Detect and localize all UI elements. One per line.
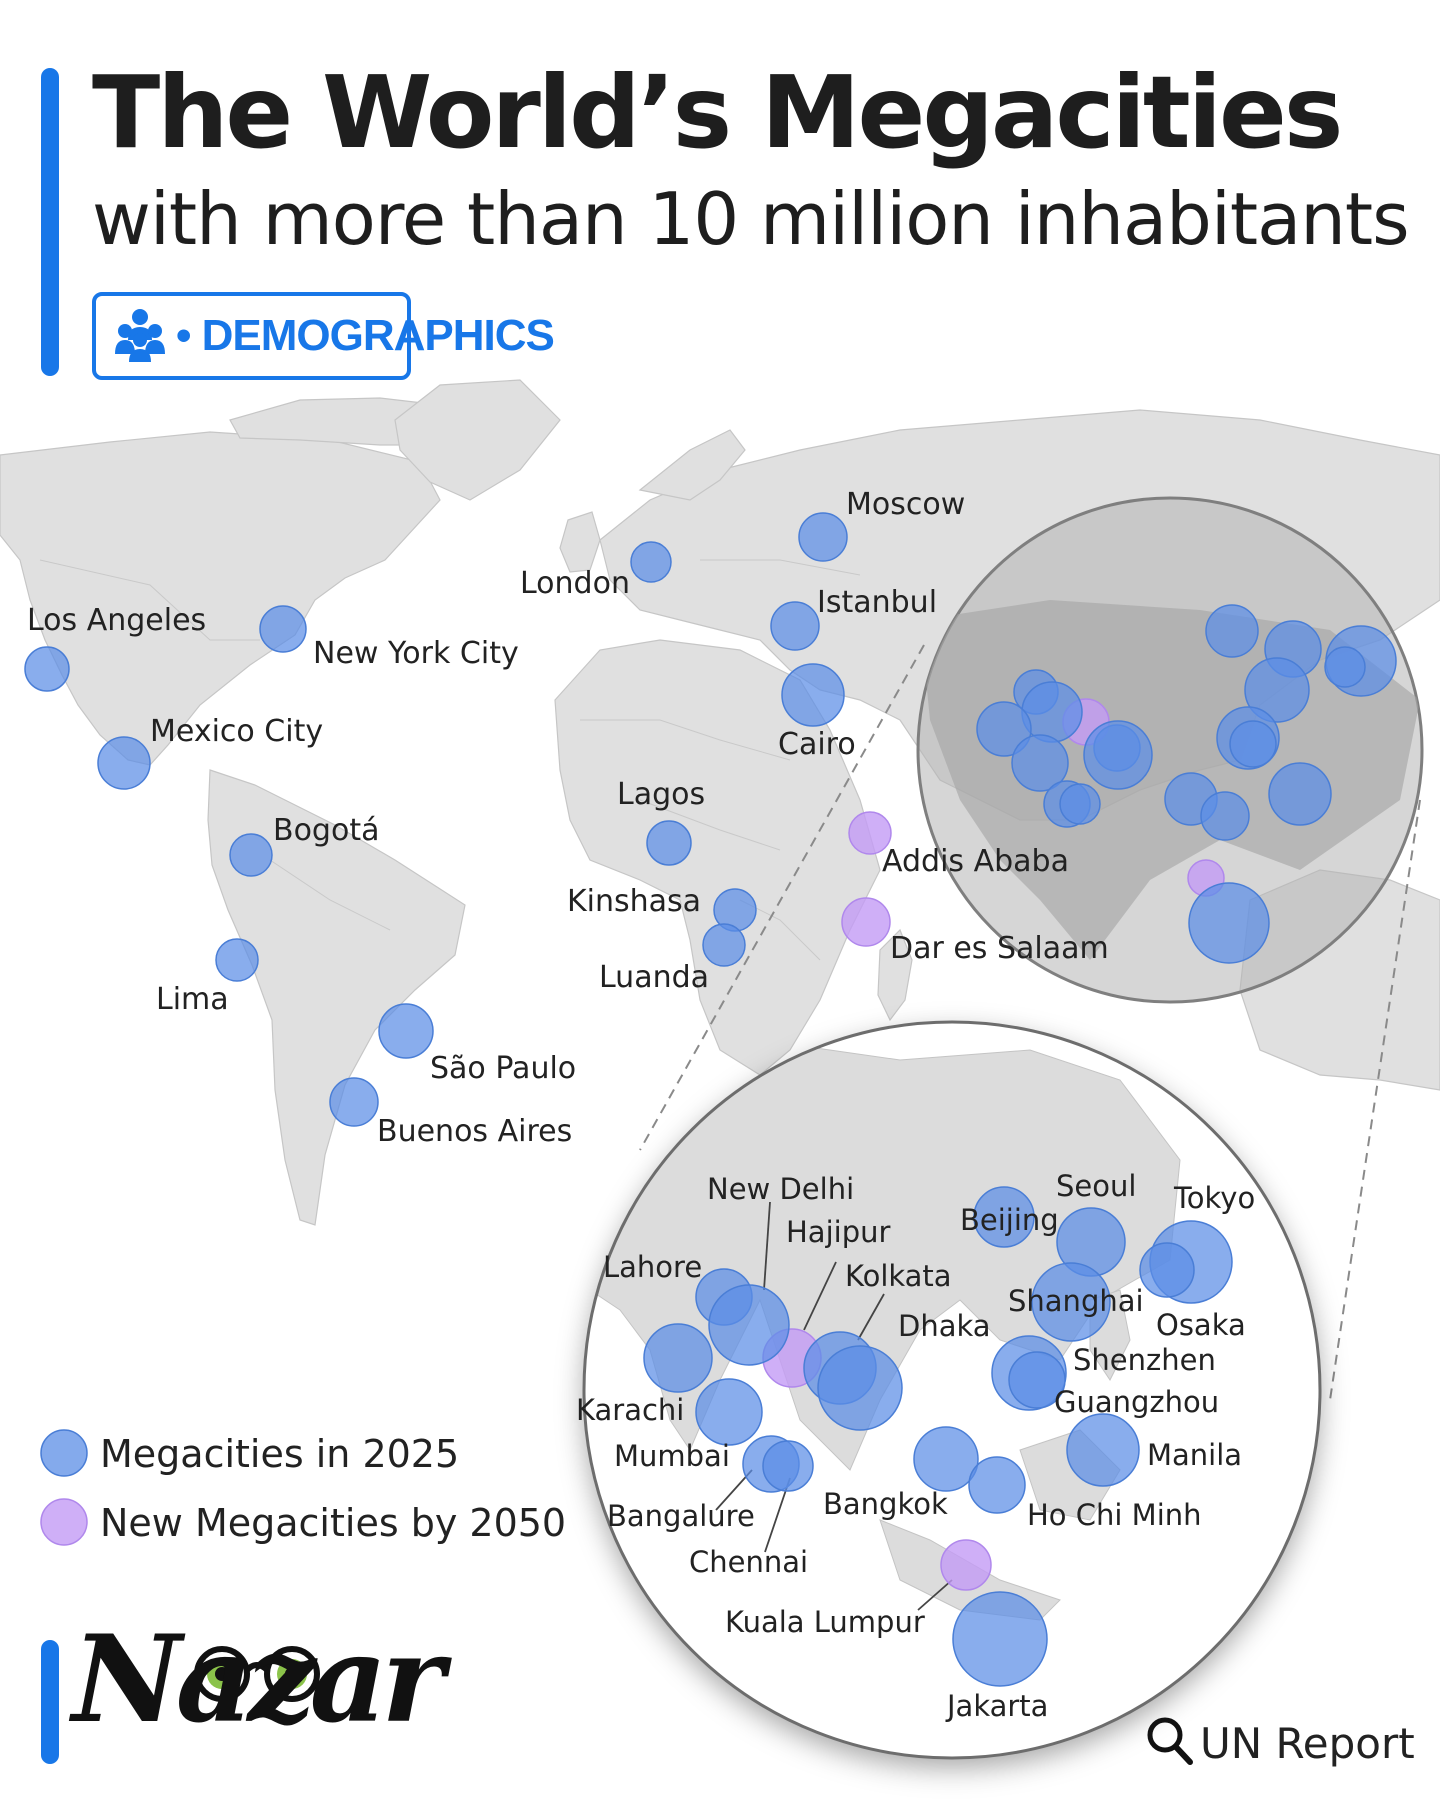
city-label-luanda: Luanda xyxy=(599,960,709,995)
upper-lens-dot-ho-chi-minh xyxy=(1200,791,1250,841)
world-borders xyxy=(39,559,861,961)
zoom-city-label-shanghai: Shanghai xyxy=(1008,1284,1144,1318)
zoom-city-label-ho-chi-minh: Ho Chi Minh xyxy=(1027,1498,1202,1532)
zoom-city-label-chennai: Chennai xyxy=(689,1545,808,1579)
legend-swatch-2050 xyxy=(40,1498,88,1546)
zoom-city-dot-manila xyxy=(1066,1413,1140,1487)
legend-label-2025: Megacities in 2025 xyxy=(100,1432,459,1476)
city-dot-addis-ababa xyxy=(848,811,892,855)
zoom-city-dot-karachi xyxy=(643,1323,713,1393)
zoom-city-dot-kuala-lumpur xyxy=(940,1539,992,1591)
city-label-dar-es-salaam: Dar es Salaam xyxy=(890,931,1109,966)
legend: Megacities in 2025 New Megacities by 205… xyxy=(40,1429,566,1546)
page-title: The World’s Megacities xyxy=(92,54,1343,171)
zoom-city-label-manila: Manila xyxy=(1147,1438,1242,1472)
city-dot-cairo xyxy=(781,663,845,727)
badge-label: • DEMOGRAPHICS xyxy=(176,311,555,360)
people-group-icon xyxy=(114,306,166,366)
upper-lens-dot-shanghai xyxy=(1244,657,1310,723)
city-dot-buenos-aires xyxy=(329,1077,379,1127)
city-label-moscow: Moscow xyxy=(846,487,965,522)
title-accent-bar xyxy=(41,68,59,376)
category-badge: • DEMOGRAPHICS xyxy=(92,292,555,380)
city-dot-dar-es-salaam xyxy=(841,897,891,947)
city-label-london: London xyxy=(520,566,630,601)
city-label-sao-paulo: São Paulo xyxy=(430,1051,576,1086)
zoom-city-label-dhaka: Dhaka xyxy=(898,1309,991,1343)
city-label-buenos-aires: Buenos Aires xyxy=(377,1114,572,1149)
city-dot-sao-paulo xyxy=(378,1003,434,1059)
zoom-city-dot-chennai xyxy=(762,1440,814,1492)
upper-magnifier-lens xyxy=(916,496,1424,1004)
page-subtitle: with more than 10 million inhabitants xyxy=(92,177,1410,261)
city-label-mexico-city: Mexico City xyxy=(150,714,323,749)
upper-lens-dot-dhaka xyxy=(1083,720,1153,790)
upper-lens-dot-mumbai xyxy=(1011,734,1069,792)
city-label-los-angeles: Los Angeles xyxy=(27,603,206,638)
city-label-new-york-city: New York City xyxy=(313,636,519,671)
zoom-city-label-shenzhen: Shenzhen xyxy=(1073,1343,1216,1377)
upper-lens-dot-karachi xyxy=(976,701,1032,757)
city-dot-bogota xyxy=(229,833,273,877)
city-dot-lima xyxy=(215,938,259,982)
legend-label-2050: New Megacities by 2050 xyxy=(100,1501,566,1545)
city-label-kinshasa: Kinshasa xyxy=(567,884,701,919)
zoom-city-dot-shanghai xyxy=(1031,1262,1111,1342)
city-dot-mexico-city xyxy=(97,736,151,790)
zoom-city-label-bangkok: Bangkok xyxy=(823,1487,948,1521)
zoom-city-label-jakarta: Jakarta xyxy=(945,1689,1048,1723)
zoom-city-dot-osaka xyxy=(1139,1242,1195,1298)
source-credit: UN Report xyxy=(1146,1716,1415,1770)
city-label-bogota: Bogotá xyxy=(273,813,379,848)
upper-lens-dot-beijing xyxy=(1205,604,1259,658)
zoom-city-label-guangzhou: Guangzhou xyxy=(1054,1385,1219,1419)
zoom-city-label-bangalure: Bangalure xyxy=(607,1499,755,1533)
zoom-city-label-kolkata: Kolkata xyxy=(845,1259,952,1293)
city-dot-moscow xyxy=(798,512,848,562)
zoom-city-label-new-delhi: New Delhi xyxy=(707,1172,854,1206)
source-text: UN Report xyxy=(1200,1718,1415,1768)
city-dot-luanda xyxy=(702,923,746,967)
zoom-city-dot-ho-chi-minh xyxy=(968,1456,1026,1514)
zoom-city-label-kuala-lumpur: Kuala Lumpur xyxy=(725,1605,925,1639)
zoom-city-dot-guangzhou xyxy=(1008,1351,1066,1409)
city-dot-los-angeles xyxy=(24,646,70,692)
zoom-city-label-karachi: Karachi xyxy=(576,1393,684,1427)
city-dot-lagos xyxy=(646,820,692,866)
brand-logo: Nazar xyxy=(72,1609,445,1750)
zoom-city-dot-lahore xyxy=(708,1284,790,1366)
zoom-city-label-beijing: Beijing xyxy=(960,1203,1059,1237)
zoom-city-label-lahore: Lahore xyxy=(603,1250,702,1284)
upper-lens-dot-osaka xyxy=(1324,646,1366,688)
upper-lens-dot-guangzhou xyxy=(1229,720,1277,768)
upper-lens-dot-chennai xyxy=(1059,783,1101,825)
city-label-lima: Lima xyxy=(156,982,229,1017)
city-label-addis-ababa: Addis Ababa xyxy=(882,844,1069,879)
city-dot-istanbul xyxy=(770,601,820,651)
zoom-city-dot-beijing xyxy=(973,1186,1035,1248)
zoom-city-dot-mumbai xyxy=(695,1378,763,1446)
search-icon xyxy=(1146,1716,1194,1770)
lens-connector-lines xyxy=(639,644,1421,1401)
zoom-city-label-tokyo: Tokyo xyxy=(1173,1181,1255,1215)
zoom-city-dot-jakarta xyxy=(952,1591,1048,1687)
logo-accent-bar xyxy=(41,1640,59,1764)
zoom-city-label-hajipur: Hajipur xyxy=(786,1215,890,1249)
zoom-city-label-osaka: Osaka xyxy=(1156,1308,1246,1342)
zoom-city-label-seoul: Seoul xyxy=(1056,1169,1136,1203)
legend-swatch-2025 xyxy=(40,1429,88,1477)
zoom-city-dot-dhaka xyxy=(817,1345,903,1431)
lower-magnifier-lens: New Delhi Hajipur Lahore Kolkata Dhaka Karach… xyxy=(576,1020,1322,1760)
zoom-city-label-mumbai: Mumbai xyxy=(614,1439,730,1473)
city-dot-london xyxy=(630,541,672,583)
upper-lens-dot-manila xyxy=(1268,762,1332,826)
city-label-istanbul: Istanbul xyxy=(817,585,937,620)
logo-eyes xyxy=(194,1646,320,1702)
upper-lens-dot-jakarta xyxy=(1188,882,1270,964)
city-label-cairo: Cairo xyxy=(778,727,856,762)
city-dot-new-york-city xyxy=(259,605,307,653)
zoom-city-dot-bangkok xyxy=(913,1426,979,1492)
city-label-lagos: Lagos xyxy=(617,777,705,812)
